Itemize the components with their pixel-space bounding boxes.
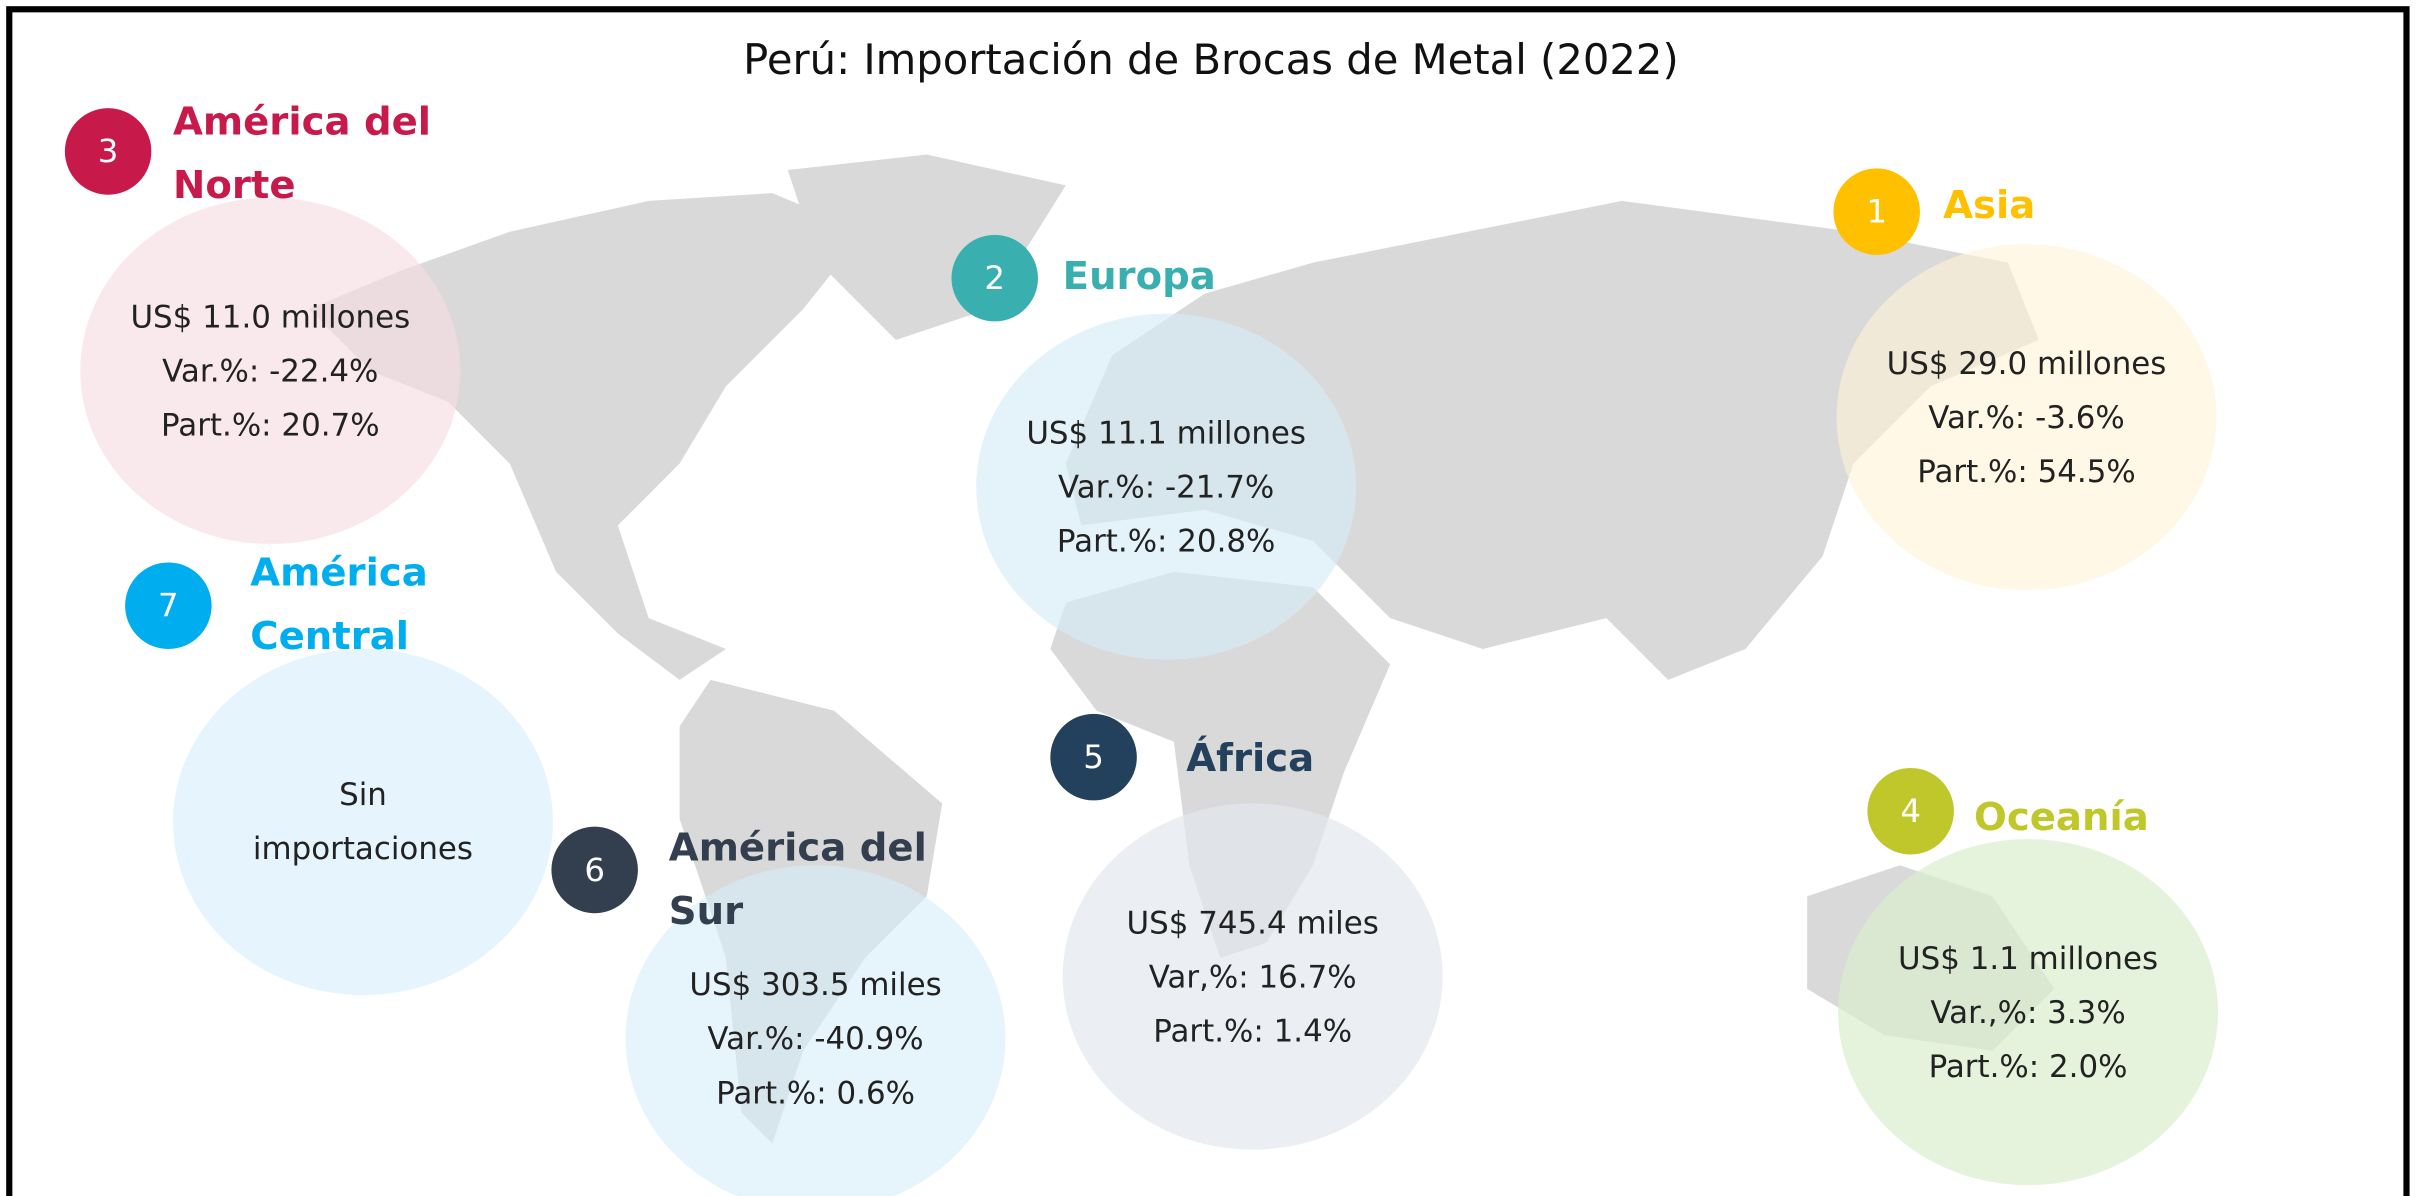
rank-badge: 5 [1050, 713, 1137, 801]
region-bubble: US$ 1.1 millones Var.,%: 3.3% Part.%: 2.0% [1838, 839, 2219, 1186]
region-stat: Var.,%: 3.3% [1930, 992, 2126, 1030]
rank-badge: 1 [1833, 168, 1920, 255]
region-bubble: US$ 303.5 miles Var.%: -40.9% Part.%: 0.6% [625, 865, 1006, 1196]
rank-badge: 4 [1867, 767, 1954, 855]
region-name: América del Sur [668, 825, 927, 934]
frame [6, 6, 2410, 1196]
region-bubble: US$ 745.4 miles Var,%: 16.7% Part.%: 1.4% [1062, 803, 1443, 1150]
region-stat: Part.%: 0.6% [716, 1073, 915, 1111]
region-name: África [1186, 735, 1315, 781]
region-name: América Central [250, 550, 428, 659]
region-stat: US$ 29.0 millones [1886, 343, 2167, 381]
region-name: América del Norte [172, 98, 432, 208]
region-stat: Var.%: -22.4% [162, 351, 379, 389]
region-bubble: Sin importaciones [172, 648, 553, 996]
region-bubble: US$ 11.1 millones Var.%: -21.7% Part.%: 20… [976, 313, 1357, 660]
region-stat: Part.%: 54.5% [1917, 451, 2136, 490]
rank-badge: 3 [64, 108, 152, 195]
region-stat: Part.%: 1.4% [1153, 1011, 1353, 1049]
title: Perú: Importación de Brocas de Metal (20… [743, 37, 1679, 85]
region-stat: Sin [339, 775, 387, 813]
region-stat: US$ 745.4 miles [1126, 903, 1379, 941]
region-stat: Var,%: 16.7% [1148, 957, 1357, 995]
eurasia-shape [1065, 200, 2039, 680]
region-bubble: US$ 11.0 millones Var.%: -22.4% Part.%: 20… [80, 197, 461, 544]
region-name: Europa [1062, 253, 1216, 299]
region-stat: Var.%: -3.6% [1928, 397, 2125, 435]
region-name: Asia [1943, 182, 2036, 228]
region-name: Oceanía [1973, 794, 2149, 840]
region-bubble: US$ 29.0 millones Var.%: -3.6% Part.%: 54.… [1836, 244, 2217, 591]
region-stat: Part.%: 20.8% [1056, 521, 1276, 559]
rank-badge: 6 [551, 826, 638, 914]
region-stat: Var.%: -21.7% [1058, 467, 1275, 505]
region-stat: importaciones [252, 829, 474, 867]
region-stat: US$ 11.0 millones [130, 297, 411, 335]
region-stat: US$ 11.1 millones [1026, 413, 1307, 451]
rank-badge: 7 [125, 562, 212, 649]
region-stat: Part.%: 20.7% [161, 405, 380, 443]
region-stat: US$ 1.1 millones [1898, 938, 2159, 976]
region-stat: Part.%: 2.0% [1928, 1046, 2128, 1084]
region-stat: US$ 303.5 miles [689, 964, 942, 1003]
rank-badge: 2 [951, 234, 1038, 322]
region-stat: Var.%: -40.9% [707, 1019, 924, 1057]
